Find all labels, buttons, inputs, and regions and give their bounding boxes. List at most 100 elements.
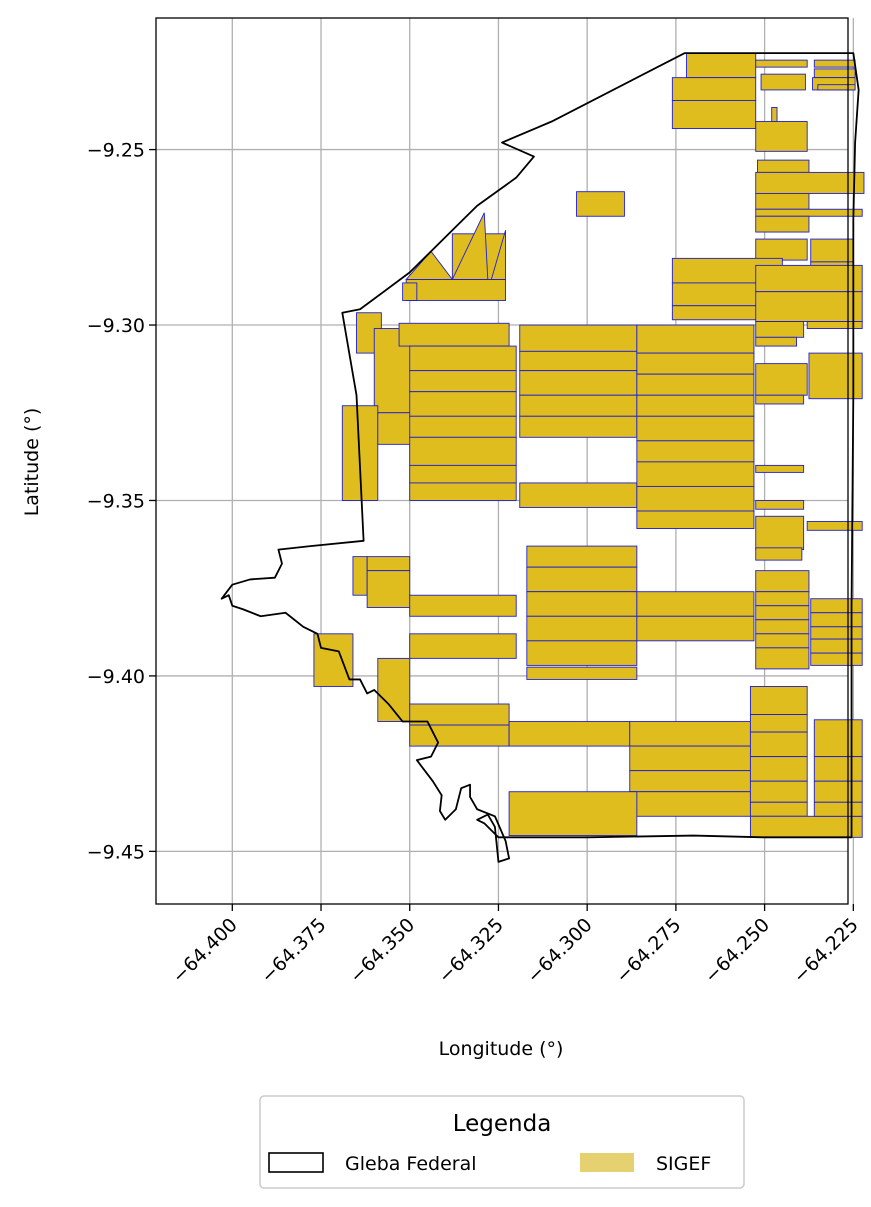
sigef-parcel bbox=[490, 230, 506, 280]
sigef-parcel bbox=[755, 464, 805, 473]
sigef-parcel bbox=[405, 278, 506, 301]
gleba-federal-layer bbox=[220, 52, 860, 863]
sigef-parcel bbox=[771, 107, 778, 122]
sigef-parcel bbox=[402, 282, 418, 301]
sigef-parcel bbox=[755, 633, 810, 649]
sigef-parcel bbox=[755, 605, 810, 621]
sigef-parcel bbox=[526, 545, 638, 568]
sigef-parcel bbox=[755, 291, 863, 322]
sigef-parcel bbox=[519, 370, 638, 396]
sigef-parcel bbox=[755, 547, 803, 561]
sigef-parcel bbox=[810, 652, 863, 666]
sigef-parcel bbox=[629, 745, 751, 772]
y-tick-label: −9.30 bbox=[87, 315, 145, 337]
sigef-parcel bbox=[526, 591, 638, 617]
sigef-parcel bbox=[409, 345, 517, 372]
sigef-parcel bbox=[755, 59, 808, 68]
legend-label-gleba-federal: Gleba Federal bbox=[345, 1153, 477, 1175]
sigef-parcel bbox=[508, 791, 638, 837]
sigef-parcel bbox=[519, 350, 638, 372]
sigef-parcel bbox=[755, 394, 805, 405]
sigef-parcel bbox=[398, 322, 510, 347]
sigef-parcel bbox=[409, 370, 517, 393]
sigef-parcel bbox=[760, 73, 806, 91]
sigef-parcel bbox=[757, 159, 810, 173]
legend-label-sigef: SIGEF bbox=[656, 1153, 711, 1175]
sigef-parcel bbox=[749, 731, 808, 758]
sigef-parcel bbox=[749, 685, 808, 715]
sigef-parcel bbox=[749, 714, 808, 733]
y-axis-title: Latitude (°) bbox=[21, 408, 43, 517]
sigef-parcel bbox=[519, 482, 638, 508]
sigef-parcel bbox=[526, 640, 638, 666]
sigef-parcel bbox=[629, 791, 751, 817]
sigef-parcel bbox=[526, 615, 638, 642]
sigef-parcel bbox=[636, 615, 755, 642]
sigef-parcel bbox=[409, 482, 517, 501]
sigef-parcel bbox=[755, 570, 810, 593]
sigef-parcel bbox=[813, 756, 863, 782]
legend-title: Legenda bbox=[453, 1111, 552, 1137]
sigef-parcel bbox=[409, 594, 517, 617]
sigef-parcel bbox=[755, 171, 865, 194]
sigef-parcel bbox=[813, 780, 863, 803]
sigef-parcel bbox=[671, 100, 757, 129]
sigef-parcel bbox=[755, 215, 810, 233]
sigef-parcel bbox=[508, 721, 631, 747]
sigef-parcel bbox=[810, 238, 854, 263]
sigef-parcel bbox=[806, 521, 863, 531]
sigef-parcel bbox=[810, 598, 863, 614]
y-tick-label: −9.45 bbox=[87, 841, 145, 863]
axes-frame bbox=[155, 17, 849, 905]
sigef-parcel bbox=[636, 394, 755, 417]
sigef-parcel bbox=[817, 84, 856, 91]
sigef-parcel bbox=[636, 510, 755, 529]
sigef-parcel bbox=[810, 638, 863, 654]
sigef-parcel bbox=[755, 500, 805, 510]
sigef-parcel bbox=[813, 801, 863, 817]
sigef-parcel bbox=[636, 461, 755, 487]
sigef-parcel bbox=[755, 321, 805, 338]
sigef-parcel bbox=[409, 464, 517, 484]
sigef-parcel bbox=[813, 59, 856, 68]
sigef-parcel bbox=[636, 352, 755, 375]
sigef-parcel bbox=[352, 556, 368, 596]
sigef-parcel bbox=[519, 394, 638, 417]
sigef-parcel bbox=[377, 657, 411, 722]
sigef-parcel bbox=[806, 321, 863, 329]
sigef-parcel bbox=[409, 391, 517, 417]
y-tick-label: −9.35 bbox=[87, 490, 145, 512]
sigef-parcel bbox=[526, 566, 638, 593]
sigef-parcel bbox=[755, 336, 797, 347]
sigef-parcel bbox=[671, 77, 757, 101]
sigef-parcel bbox=[755, 619, 810, 635]
sigef-parcel bbox=[810, 612, 863, 628]
sigef-parcel bbox=[629, 770, 751, 793]
sigef-parcel bbox=[451, 212, 489, 280]
sigef-parcel bbox=[636, 373, 755, 396]
sigef-parcel bbox=[755, 238, 808, 261]
sigef-parcel bbox=[366, 556, 411, 572]
sigef-parcel bbox=[405, 250, 454, 280]
sigef-parcel bbox=[636, 415, 755, 442]
sigef-parcel bbox=[755, 647, 810, 670]
sigef-parcel bbox=[755, 363, 808, 396]
sigef-parcel bbox=[366, 570, 411, 608]
sigef-parcel bbox=[409, 633, 517, 659]
sigef-parcels-layer bbox=[313, 52, 865, 838]
sigef-parcel bbox=[526, 666, 638, 680]
x-axis-title: Longitude (°) bbox=[439, 1038, 564, 1060]
sigef-parcel bbox=[409, 724, 510, 747]
y-tick-label: −9.25 bbox=[87, 140, 145, 162]
sigef-parcel bbox=[749, 756, 808, 782]
sigef-parcel bbox=[636, 324, 755, 354]
sigef-parcel bbox=[810, 626, 863, 640]
legend-swatch-gleba-federal bbox=[268, 1152, 324, 1173]
sigef-parcel bbox=[755, 515, 805, 551]
sigef-parcel bbox=[519, 415, 638, 438]
sigef-parcel bbox=[409, 436, 517, 466]
sigef-parcel bbox=[686, 52, 757, 79]
sigef-parcel bbox=[749, 815, 863, 838]
sigef-parcel bbox=[813, 68, 856, 79]
